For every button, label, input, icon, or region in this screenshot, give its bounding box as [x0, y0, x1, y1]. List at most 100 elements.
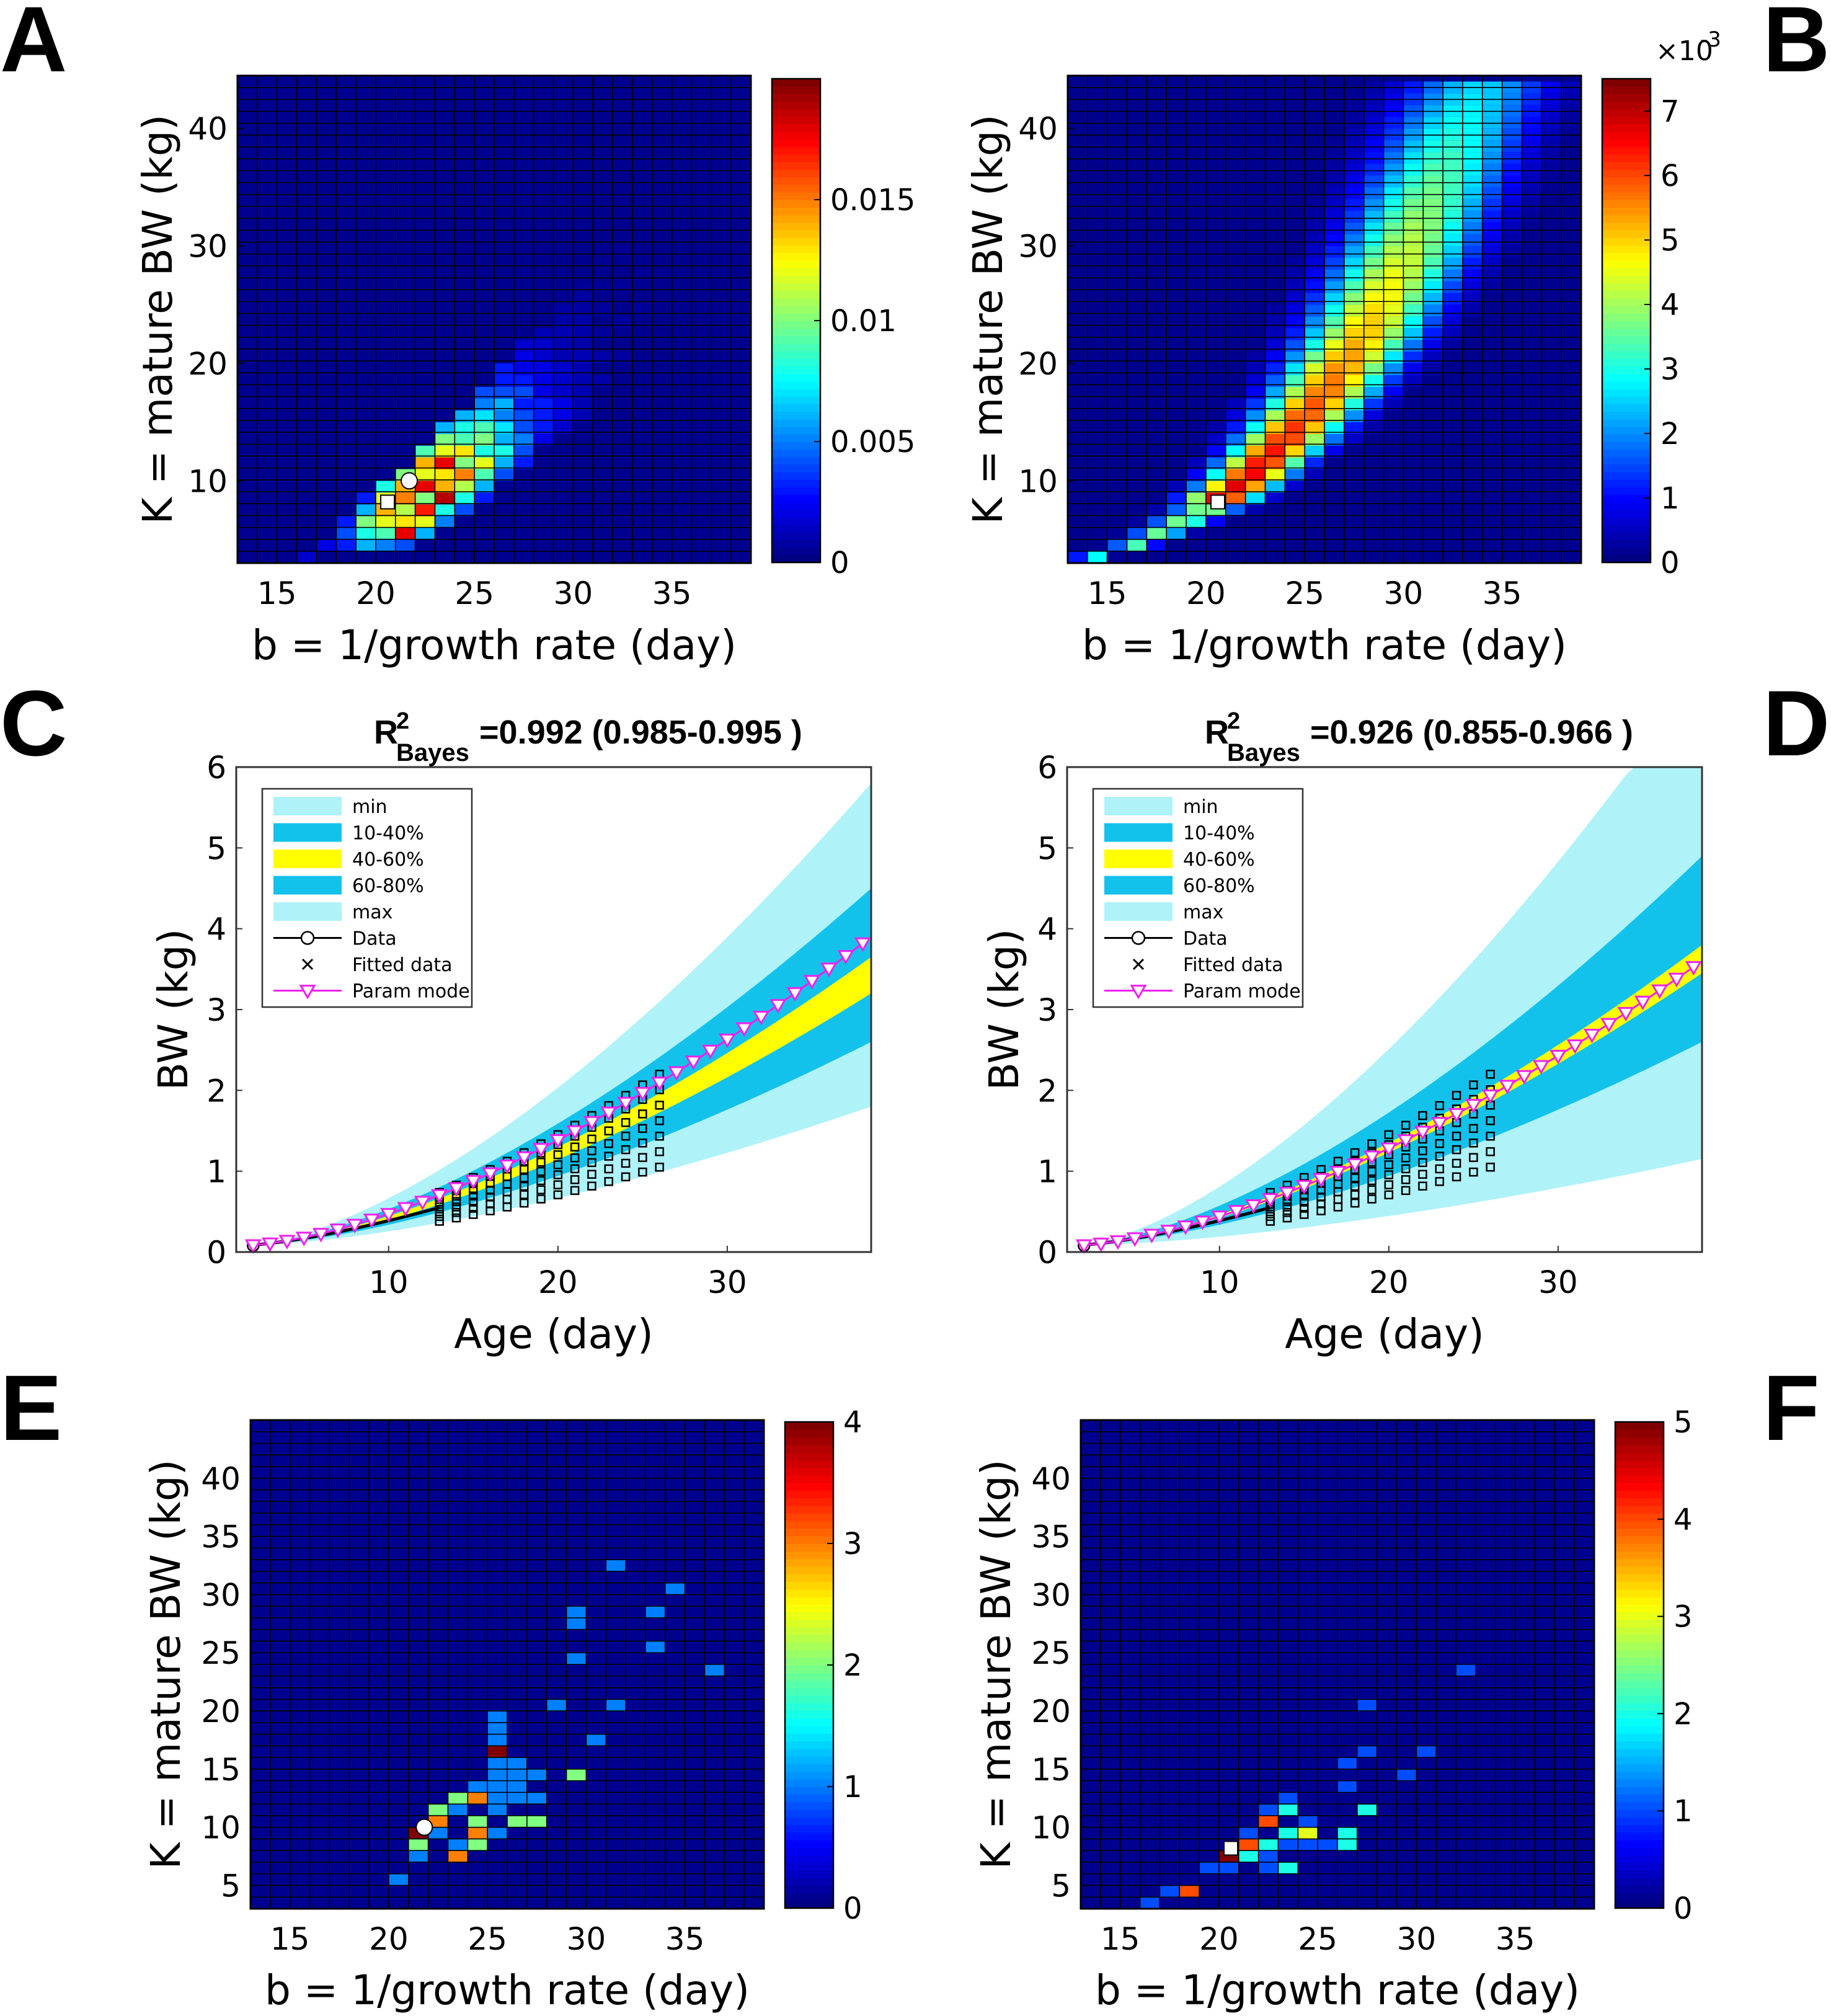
heatmap-cell [526, 1769, 547, 1781]
chart-title-superscript: 2 [1227, 708, 1240, 734]
heatmap-cell [1482, 187, 1502, 199]
data-point [451, 1213, 461, 1223]
param-mode-marker [262, 1237, 279, 1253]
colorbar-segment [1602, 502, 1651, 510]
heatmap-cell [435, 445, 455, 458]
colorbar-segment [1602, 404, 1651, 412]
colorbar-segment [1615, 1581, 1664, 1590]
heatmap-cell [1357, 1746, 1377, 1758]
heatmap-cell [1337, 1780, 1357, 1793]
data-point [1435, 1164, 1444, 1174]
heatmap-cell [533, 422, 554, 434]
heatmap-cell [375, 528, 396, 540]
data-point [638, 1124, 647, 1134]
heatmap-cell [1482, 152, 1502, 164]
heatmap-cell [613, 352, 632, 364]
data-point [1367, 1139, 1377, 1148]
heatmap-cell [1285, 340, 1305, 352]
y-tick-label: 20 [1018, 346, 1058, 382]
heatmap-cell [573, 316, 593, 329]
heatmap-cell [1305, 246, 1324, 258]
heatmap-cell [1482, 246, 1502, 258]
colorbar-segment [772, 540, 820, 548]
legend-label: Fitted data [352, 954, 453, 976]
heatmap-cell [513, 433, 534, 446]
colorbar-segment [772, 222, 820, 231]
y-tick-label: 15 [1031, 1752, 1071, 1788]
heatmap-cell [487, 1769, 507, 1781]
data-point [1452, 1091, 1461, 1100]
heatmap-cell [1423, 198, 1443, 211]
heatmap-cell [395, 540, 415, 552]
heatmap-cell [1522, 140, 1542, 153]
colorbar-segment [772, 207, 820, 216]
heatmap-cell [1502, 222, 1522, 234]
param-mode-marker [532, 1143, 550, 1158]
heatmap-cell [1186, 528, 1206, 540]
x-tick-label: 30 [1384, 575, 1424, 611]
heatmap-cell [487, 1722, 507, 1734]
param-mode-marker [617, 1096, 634, 1112]
heatmap-cell [1324, 246, 1344, 258]
x-tick-label: 20 [369, 1921, 409, 1957]
heatmap-cell [1462, 257, 1483, 270]
colorbar-segment [772, 305, 820, 314]
legend-label: Param mode [1183, 981, 1301, 1003]
data-point [1469, 1124, 1478, 1134]
data-point [519, 1173, 529, 1183]
heatmap-cell [408, 1850, 428, 1862]
colorbar-segment [772, 267, 820, 276]
data-point [1367, 1185, 1377, 1194]
colorbar-segment [772, 298, 820, 306]
heatmap-cell [632, 234, 652, 246]
colorbar-segment [1615, 1483, 1664, 1491]
param-mode-marker [1617, 1006, 1634, 1022]
heatmap-cell [1403, 340, 1424, 352]
colorbar-segment [1615, 1612, 1664, 1620]
heatmap-cell [1285, 375, 1305, 387]
heatmap-cell [533, 375, 554, 387]
param-mode-marker [1685, 961, 1702, 976]
colorbar-segment [1615, 1794, 1664, 1803]
heatmap-cell [428, 1804, 448, 1816]
chart-title: R [374, 714, 398, 751]
heatmap-cell [1443, 198, 1463, 211]
estimate-square-marker [380, 494, 396, 510]
heatmap-cell [428, 1815, 448, 1827]
heatmap-cell [1285, 457, 1305, 469]
colorbar-tick-label: 2 [1674, 1697, 1693, 1731]
param-mode-marker [380, 1208, 397, 1223]
colorbar-segment [785, 1566, 833, 1574]
heatmap-cell [1344, 281, 1364, 293]
heatmap-cell [1186, 504, 1206, 517]
param-mode-marker [278, 1235, 296, 1250]
colorbar-segment [772, 192, 820, 200]
heatmap-cell [573, 363, 593, 375]
colorbar-segment [772, 86, 820, 95]
heatmap-cell [1305, 445, 1324, 458]
heatmap-cell [1344, 257, 1364, 270]
colorbar-segment [1602, 426, 1651, 435]
colorbar-segment [772, 350, 820, 359]
heatmap-cell [507, 1769, 527, 1781]
colorbar-segment [772, 229, 820, 238]
legend-label: max [352, 902, 392, 923]
heatmap-cell [1344, 128, 1364, 141]
colorbar-segment [1602, 540, 1651, 548]
data-point [435, 1212, 444, 1221]
param-mode-marker [769, 999, 787, 1014]
heatmap-cell [1305, 234, 1324, 246]
heatmap-cell [1403, 363, 1424, 375]
colorbar-segment [785, 1885, 833, 1894]
heatmap-cell [1265, 492, 1285, 505]
heatmap-cell [1265, 398, 1285, 411]
heatmap-cell [553, 363, 574, 375]
heatmap-cell [1443, 257, 1463, 270]
x-tick-label: 20 [356, 575, 396, 611]
colorbar-segment [1615, 1543, 1664, 1552]
y-tick-label: 2 [1037, 1073, 1057, 1109]
legend-swatch [273, 876, 342, 895]
heatmap-cell [1324, 187, 1344, 199]
heatmap-cell [375, 516, 396, 528]
